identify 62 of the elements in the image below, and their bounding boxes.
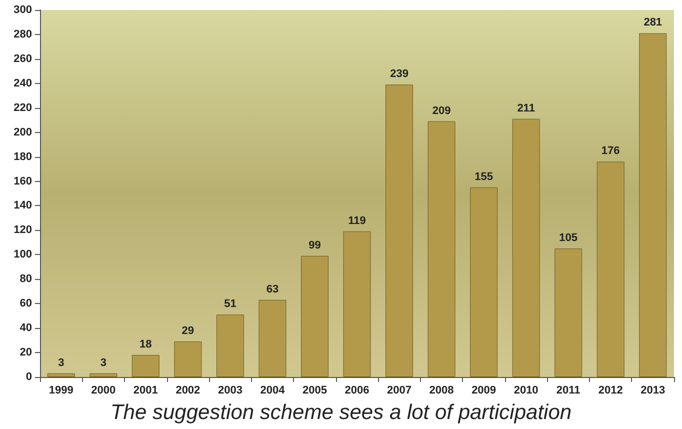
bar: [596, 162, 624, 377]
y-tick-label: 220: [14, 102, 32, 114]
bar: [386, 84, 414, 377]
y-tick-label: 0: [26, 371, 32, 383]
y-tick-label: 20: [20, 346, 32, 359]
y-tick-label: 260: [14, 52, 32, 65]
x-tick-label: 2011: [556, 384, 580, 396]
x-tick-label: 2010: [514, 384, 538, 396]
data-label: 29: [182, 325, 194, 338]
data-label: 119: [348, 214, 366, 227]
x-tick-label: 2007: [387, 384, 412, 396]
x-tick-label: 2008: [429, 384, 454, 396]
x-tick-label: 2004: [260, 384, 286, 396]
bar: [174, 342, 202, 377]
y-tick-label: 300: [14, 4, 32, 16]
data-label: 63: [266, 283, 279, 296]
y-tick-label: 180: [14, 150, 32, 163]
data-label: 99: [308, 239, 321, 252]
data-label: 239: [390, 68, 408, 80]
x-tick-label: 2012: [598, 384, 623, 396]
y-tick-label: 240: [14, 77, 32, 90]
bar: [300, 256, 328, 377]
data-label: 51: [224, 298, 236, 310]
x-tick-label: 2002: [176, 384, 200, 396]
bar: [470, 187, 498, 377]
data-label: 211: [517, 102, 535, 114]
x-tick-label: 2000: [91, 384, 116, 396]
x-tick-label: 2009: [472, 384, 496, 396]
y-tick-label: 200: [14, 126, 32, 138]
bar: [512, 118, 540, 377]
text: The suggestion scheme sees a lot of participation: [110, 401, 572, 424]
bar: [554, 248, 582, 377]
bar: [258, 300, 286, 377]
x-tick-label: 2005: [302, 384, 327, 396]
x-tick-label: 1999: [48, 384, 74, 396]
data-label: 281: [644, 16, 662, 29]
bar: [428, 121, 456, 377]
bar: [343, 231, 371, 377]
data-label: 176: [601, 145, 620, 158]
y-tick-label: 120: [14, 224, 32, 236]
bar: [132, 354, 160, 377]
data-label: 155: [474, 170, 493, 183]
x-tick-label: 2006: [344, 384, 370, 396]
bar: [47, 373, 75, 377]
data-label: 3: [58, 356, 64, 369]
x-tick-label: 2013: [640, 384, 666, 396]
bar: [216, 314, 244, 377]
data-label: 105: [559, 232, 578, 244]
bar: [639, 33, 667, 377]
y-tick-label: 100: [14, 248, 32, 261]
y-tick-label: 80: [20, 273, 32, 286]
y-tick-label: 60: [20, 298, 32, 310]
y-tick-label: 140: [14, 200, 32, 212]
x-tick-label: 2001: [133, 384, 158, 396]
bar: [90, 373, 118, 377]
data-label: 209: [432, 104, 451, 117]
data-label: 18: [140, 338, 152, 350]
y-tick-label: 280: [14, 28, 32, 40]
y-tick-label: 160: [14, 175, 32, 188]
data-label: 3: [100, 356, 106, 369]
y-tick-label: 40: [20, 322, 32, 334]
x-tick-label: 2003: [218, 384, 242, 396]
